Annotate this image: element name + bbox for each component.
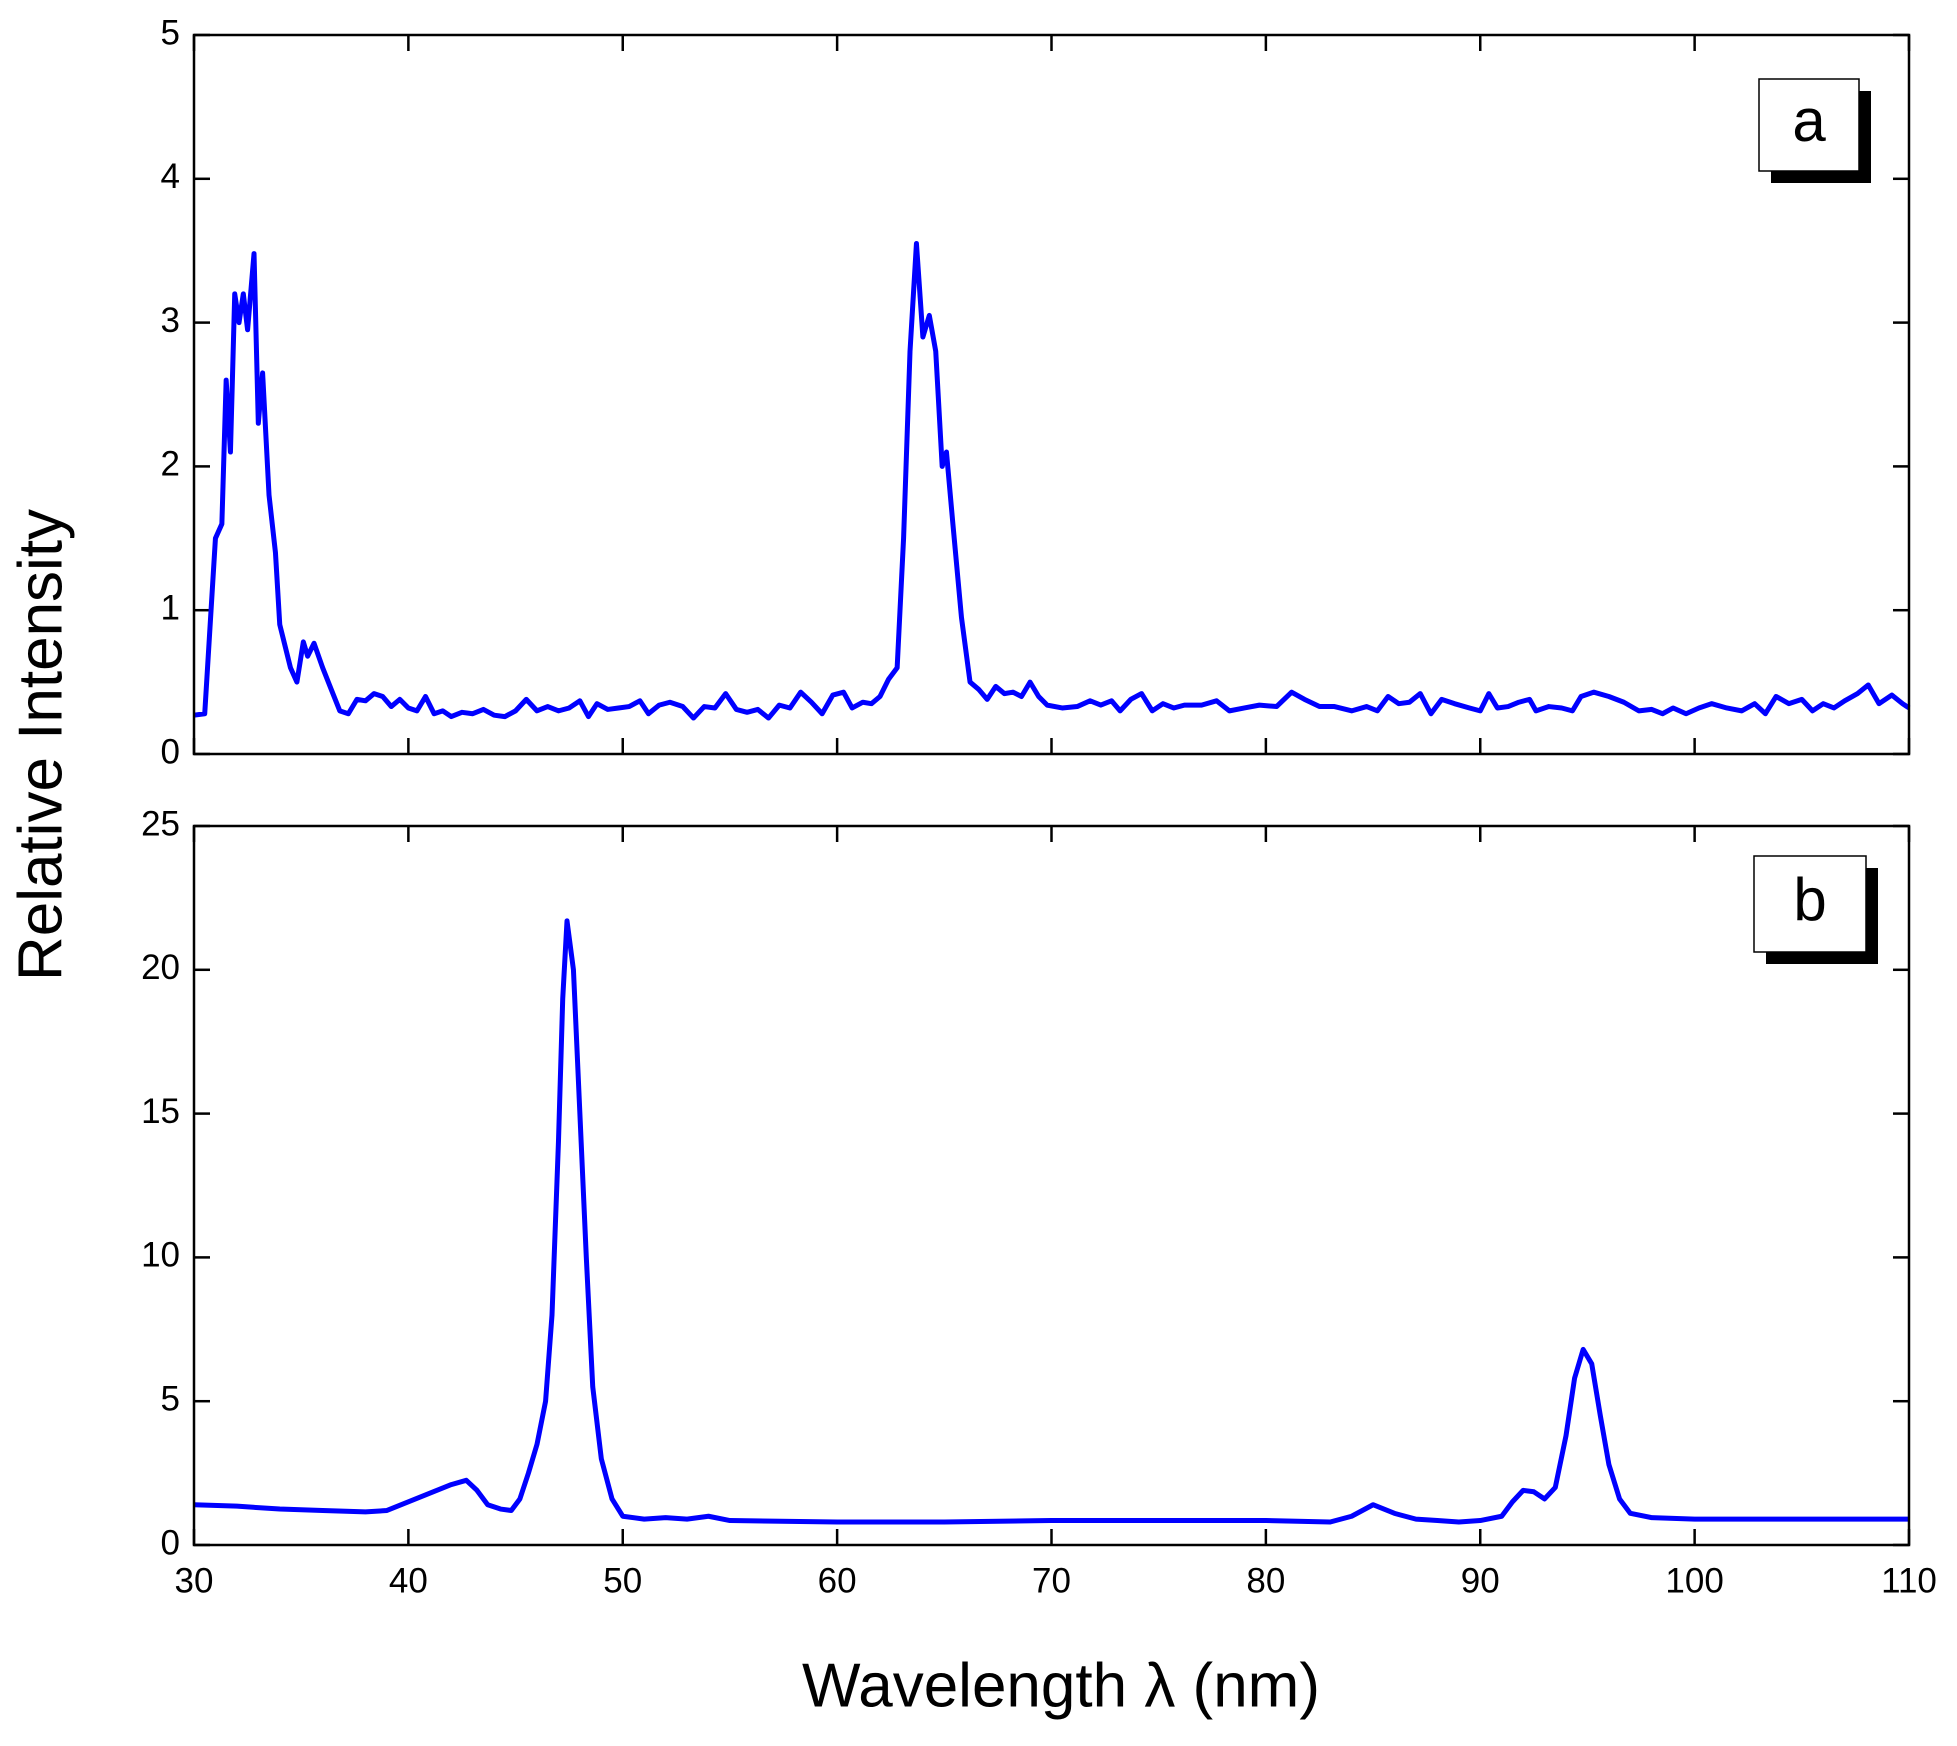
x-tick-label: 70	[1032, 1561, 1071, 1600]
x-tick-label: 110	[1881, 1561, 1937, 1600]
y-axis-label: Relative Intensity	[6, 509, 75, 981]
x-tick-label: 50	[603, 1561, 642, 1600]
x-tick-label: 90	[1461, 1561, 1500, 1600]
annotation-box	[1758, 78, 1860, 172]
plot-frame	[192, 824, 1911, 1547]
y-tick-label: 2	[161, 445, 180, 484]
data-line	[193, 241, 1911, 721]
plot-frame	[192, 33, 1911, 756]
y-tick-label: 1	[161, 588, 180, 627]
x-tick-label: 40	[389, 1561, 428, 1600]
x-tick-label: 100	[1665, 1561, 1723, 1600]
y-tick-label: 20	[141, 948, 180, 987]
x-tick-label: 80	[1246, 1561, 1285, 1600]
annotation-box	[1753, 855, 1867, 953]
y-tick-label: 5	[161, 1379, 180, 1418]
y-tick-label: 4	[161, 157, 180, 196]
x-tick-label: 30	[175, 1561, 214, 1600]
panel-label: b	[1793, 866, 1826, 933]
panel-label: a	[1792, 87, 1826, 154]
x-tick-label: 60	[818, 1561, 857, 1600]
y-tick-label: 5	[161, 13, 180, 52]
y-tick-label: 3	[161, 301, 180, 340]
y-tick-label: 15	[141, 1092, 180, 1131]
y-tick-label: 25	[141, 804, 180, 843]
y-tick-label: 0	[161, 1523, 180, 1562]
y-tick-label: 0	[161, 732, 180, 771]
data-line	[193, 918, 1909, 1525]
y-tick-label: 10	[141, 1236, 180, 1275]
x-axis-label: Wavelength λ (nm)	[802, 1651, 1320, 1720]
